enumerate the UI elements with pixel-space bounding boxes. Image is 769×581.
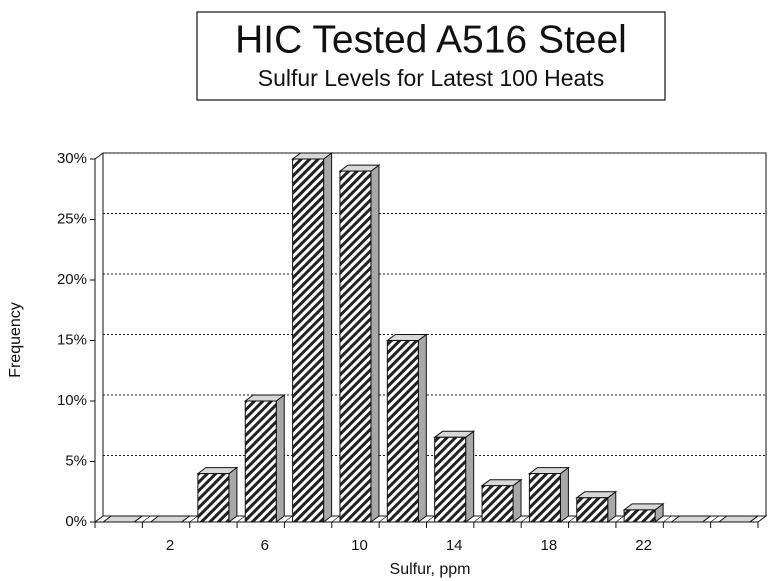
bar-side: [370, 164, 380, 523]
y-tick-label: 5%: [65, 452, 87, 469]
floor-divider: [426, 515, 435, 523]
chart-title: HIC Tested A516 Steel: [235, 18, 627, 61]
y-tick-label: 20%: [57, 271, 87, 288]
bar: [292, 158, 325, 523]
bar-side: [228, 466, 238, 523]
floor-divider: [663, 515, 672, 523]
floor-divider: [378, 515, 388, 523]
floor-divider: [615, 515, 625, 523]
floor-divider: [331, 515, 340, 523]
bar: [528, 473, 561, 523]
bar: [339, 170, 372, 523]
y-tick-label: 15%: [57, 331, 87, 348]
x-tick-label: 10: [351, 537, 368, 554]
y-tick-label: 0%: [65, 513, 87, 530]
bar: [386, 340, 419, 523]
floor-divider: [473, 515, 483, 523]
floor-divider: [521, 515, 530, 523]
y-tick-label: 10%: [57, 392, 87, 409]
title-box: [196, 11, 666, 101]
floor-divider: [710, 515, 719, 523]
bar-top: [149, 515, 192, 523]
bar-side: [512, 478, 522, 523]
bar-side: [275, 394, 285, 523]
bar-side: [465, 430, 475, 523]
y-tick-label: 25%: [57, 210, 87, 227]
bar: [244, 400, 277, 523]
floor-divider: [568, 515, 577, 523]
x-tick-label: 2: [166, 537, 174, 554]
bar-side: [323, 152, 333, 523]
bar: [481, 485, 514, 523]
bar: [576, 497, 609, 523]
bar: [197, 473, 230, 523]
bar-top: [717, 515, 760, 523]
bar: [623, 509, 656, 523]
bar-side: [417, 333, 427, 523]
x-tick-label: 6: [261, 537, 269, 554]
floor-divider: [189, 515, 198, 523]
bar-top: [669, 515, 712, 523]
floor-divider: [142, 515, 151, 523]
bar-top: [101, 515, 144, 523]
y-axis-label: Frequency: [7, 302, 24, 378]
bar: [434, 436, 467, 523]
floor-divider: [284, 515, 293, 523]
x-axis-label: Sulfur, ppm: [390, 561, 471, 578]
floor-divider: [236, 515, 246, 523]
y-tick-label: 30%: [57, 150, 87, 167]
y-axis-depth: [94, 152, 104, 160]
bar-side: [559, 466, 569, 523]
chart-subtitle: Sulfur Levels for Latest 100 Heats: [258, 65, 604, 91]
x-tick-label: 14: [446, 537, 463, 554]
x-tick-label: 18: [541, 537, 558, 554]
x-tick-label: 22: [635, 537, 652, 554]
